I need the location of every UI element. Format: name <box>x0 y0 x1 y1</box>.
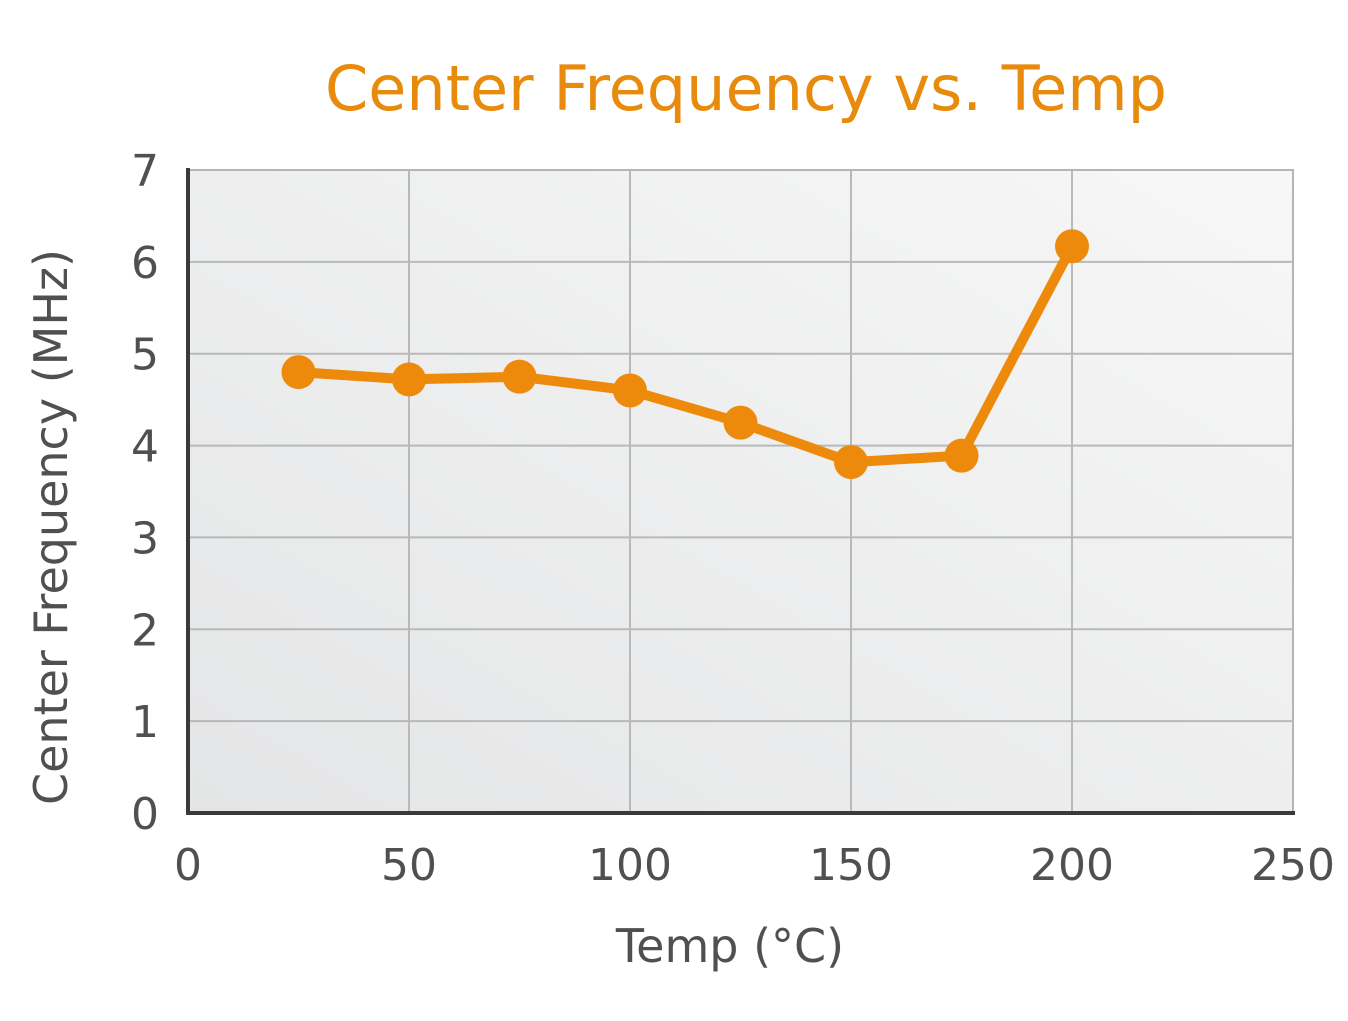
y-tick-label: 6 <box>131 238 159 289</box>
grid <box>188 170 1293 813</box>
series-line <box>293 241 1077 468</box>
chart-title: Center Frequency vs. Temp <box>325 52 1167 125</box>
y-axis-label: Center Frequency (MHz) <box>24 249 78 805</box>
x-tick-label: 150 <box>809 840 893 891</box>
y-tick-label: 3 <box>131 513 159 564</box>
x-tick-label: 200 <box>1030 840 1114 891</box>
y-tick-label: 5 <box>131 330 159 381</box>
plot-area <box>187 169 1294 814</box>
y-tick-label: 1 <box>131 697 159 748</box>
tick-labels: 0 50 100 150 200 250 0 1 2 3 4 5 6 7 <box>131 146 1335 891</box>
x-tick-label: 0 <box>174 840 202 891</box>
y-tick-label: 2 <box>131 605 159 656</box>
data-point <box>723 405 758 440</box>
data-point <box>613 373 647 408</box>
data-point <box>1055 229 1089 264</box>
data-point <box>281 355 316 390</box>
x-tick-label: 50 <box>381 840 437 891</box>
y-tick-label: 0 <box>131 789 159 840</box>
data-point <box>944 438 979 473</box>
y-tick-label: 7 <box>131 146 159 197</box>
data-point <box>834 445 868 480</box>
x-axis-label: Temp (°C) <box>615 919 844 973</box>
axes <box>186 168 1295 815</box>
y-tick-label: 4 <box>131 422 159 473</box>
x-tick-label: 250 <box>1251 840 1335 891</box>
data-point <box>392 362 426 397</box>
data-point <box>502 359 537 394</box>
series <box>281 229 1089 480</box>
x-tick-label: 100 <box>588 840 672 891</box>
